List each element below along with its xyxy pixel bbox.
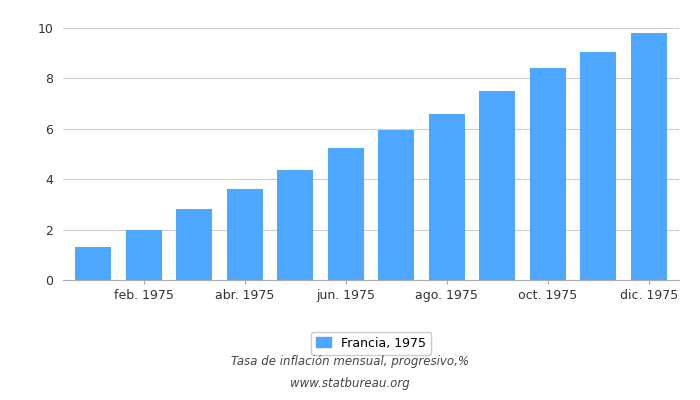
Text: Tasa de inflación mensual, progresivo,%: Tasa de inflación mensual, progresivo,% bbox=[231, 356, 469, 368]
Bar bbox=[176, 210, 213, 280]
Bar bbox=[378, 130, 414, 280]
Bar bbox=[125, 230, 162, 280]
Bar bbox=[227, 189, 263, 280]
Bar bbox=[529, 68, 566, 280]
Text: www.statbureau.org: www.statbureau.org bbox=[290, 378, 410, 390]
Bar bbox=[479, 91, 515, 280]
Legend: Francia, 1975: Francia, 1975 bbox=[311, 332, 431, 355]
Bar bbox=[277, 170, 314, 280]
Bar bbox=[428, 114, 465, 280]
Bar bbox=[631, 33, 667, 280]
Bar bbox=[580, 52, 617, 280]
Bar bbox=[328, 148, 364, 280]
Bar bbox=[75, 247, 111, 280]
